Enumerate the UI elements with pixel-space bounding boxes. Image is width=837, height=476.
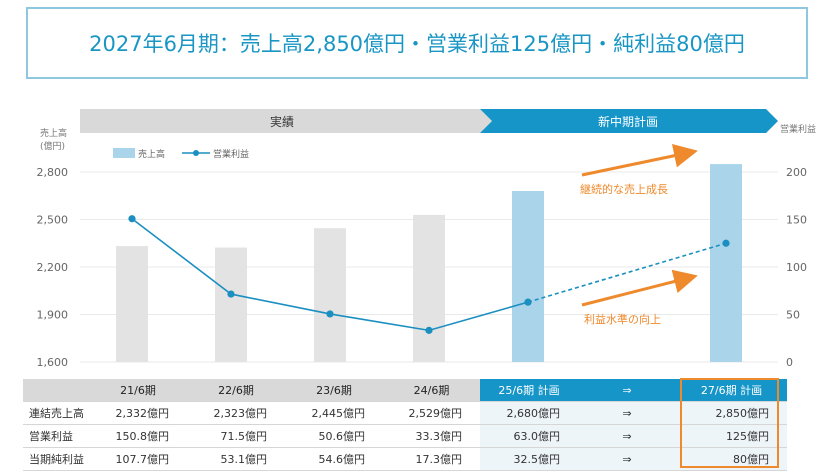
left-axis-tick: 2,500	[37, 214, 69, 227]
table-cell: 2,680億円	[480, 401, 578, 425]
sales-bar	[512, 191, 544, 362]
table-arrow-cell: ⇒	[578, 424, 676, 448]
row-label: 連結売上高	[23, 401, 89, 425]
phase-plan-banner	[480, 109, 778, 133]
table-header-cell: 24/6期	[383, 379, 480, 402]
page-title: 2027年6月期：売上高2,850億円・営業利益125億円・純利益80億円	[26, 7, 808, 79]
table-cell: 80億円	[676, 447, 787, 471]
op-point	[425, 326, 433, 334]
results-table: 21/6期 22/6期 23/6期 24/6期 25/6期 計画 ⇒ 27/6期…	[23, 379, 787, 471]
table-cell: 150.8億円	[89, 424, 187, 448]
legend-sales-label: 売上高	[138, 148, 165, 160]
sales-bar	[710, 164, 742, 362]
sales-profit-chart: 実績 新中期計画 売上高 (億円) 営業利益 売上高 営業利益 1,600 1,9…	[37, 109, 816, 369]
table-cell: 2,850億円	[676, 401, 787, 425]
table-header-row: 21/6期 22/6期 23/6期 24/6期 25/6期 計画 ⇒ 27/6期…	[23, 379, 787, 402]
row-label: 営業利益	[23, 424, 89, 448]
left-axis-tick: 2,200	[37, 261, 69, 274]
left-axis-unit: (億円)	[40, 140, 65, 152]
table-cell: 2,323億円	[187, 401, 285, 425]
phase-actual-banner	[80, 109, 492, 133]
table-header-cell: 21/6期	[89, 379, 187, 402]
table-header-arrow: ⇒	[578, 379, 676, 402]
op-point	[326, 310, 334, 318]
table-cell: 2,529億円	[383, 401, 480, 425]
row-label: 当期純利益	[23, 447, 89, 471]
legend-op-marker	[193, 150, 199, 156]
sales-bar	[314, 228, 346, 362]
phase-actual-label: 実績	[270, 114, 294, 129]
op-point	[722, 239, 730, 247]
table-cell: 107.7億円	[89, 447, 187, 471]
op-point	[524, 298, 532, 306]
right-axis-tick: 150	[786, 214, 807, 227]
right-axis-tick: 200	[786, 166, 807, 179]
right-axis-tick: 100	[786, 261, 807, 274]
legend-op-label: 営業利益	[213, 148, 249, 160]
op-point	[128, 215, 136, 223]
table-header-cell: 22/6期	[187, 379, 285, 402]
profit-annotation: 利益水準の向上	[584, 312, 661, 326]
table-header-cell: 23/6期	[285, 379, 383, 402]
table-row: 連結売上高 2,332億円 2,323億円 2,445億円 2,529億円 2,…	[23, 401, 787, 425]
table-header-cell	[23, 379, 89, 402]
table-header-cell: 25/6期 計画	[480, 379, 578, 402]
table-row: 営業利益 150.8億円 71.5億円 50.6億円 33.3億円 63.0億円…	[23, 424, 787, 448]
table-cell: 2,332億円	[89, 401, 187, 425]
left-axis-tick: 1,900	[37, 309, 69, 322]
table-cell: 71.5億円	[187, 424, 285, 448]
table-cell: 125億円	[676, 424, 787, 448]
growth-arrow	[581, 143, 698, 177]
table-arrow-cell: ⇒	[578, 401, 676, 425]
table-row: 当期純利益 107.7億円 53.1億円 54.6億円 17.3億円 32.5億…	[23, 447, 787, 471]
table-arrow-cell: ⇒	[578, 447, 676, 471]
left-axis-tick: 1,600	[37, 356, 69, 369]
right-axis-tick: 50	[786, 309, 800, 322]
table-cell: 54.6億円	[285, 447, 383, 471]
table-cell: 63.0億円	[480, 424, 578, 448]
phase-plan-label: 新中期計画	[598, 114, 658, 129]
table-cell: 33.3億円	[383, 424, 480, 448]
left-axis-tick: 2,800	[37, 166, 69, 179]
sales-bar	[413, 214, 445, 362]
profit-arrow	[581, 269, 698, 307]
table-cell: 2,445億円	[285, 401, 383, 425]
op-point	[227, 290, 235, 298]
right-axis-tick: 0	[786, 356, 793, 369]
sales-bar	[215, 247, 247, 362]
sales-bar	[116, 246, 148, 362]
left-axis-label: 売上高	[40, 127, 67, 139]
table-cell: 53.1億円	[187, 447, 285, 471]
table-cell: 32.5億円	[480, 447, 578, 471]
growth-annotation: 継続的な売上成長	[580, 182, 668, 196]
table-cell: 17.3億円	[383, 447, 480, 471]
right-axis-label: 営業利益	[780, 123, 816, 135]
table-cell: 50.6億円	[285, 424, 383, 448]
table-header-cell: 27/6期 計画	[676, 379, 787, 402]
legend-sales-swatch	[113, 148, 135, 158]
